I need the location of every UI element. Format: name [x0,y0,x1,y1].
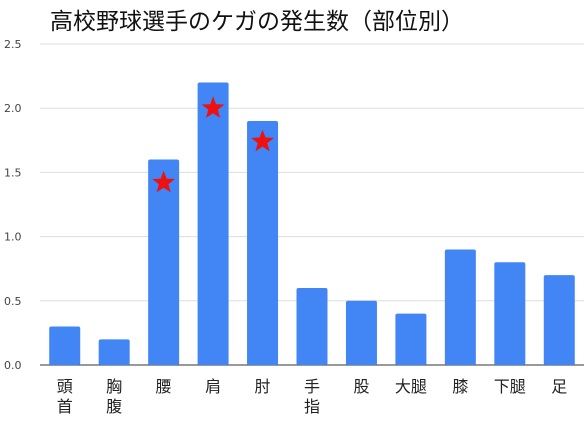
bar [395,313,427,365]
highlight-stars [152,96,274,193]
bars [49,82,575,366]
bar [98,339,130,365]
bar [197,82,229,366]
y-tick-label: 2.5 [4,38,22,51]
y-tick-label: 1.5 [4,166,22,179]
y-tick-label: 0.5 [4,295,22,308]
x-category-label: 胸 [106,377,122,396]
bar [148,159,180,365]
x-category-label: 手 [304,377,320,396]
y-axis-ticks: 0.0 0.5 1.0 1.5 2.0 2.5 [4,38,22,372]
bar [296,287,328,365]
x-category-label: 肩 [205,377,221,396]
x-category-label: 膝 [452,377,468,396]
bar [247,121,279,365]
chart-title: 高校野球選手のケガの発生数（部位別） [50,9,464,35]
x-category-label: 頭 [57,377,73,396]
bar [494,262,526,365]
star-marker [201,96,225,118]
bar [49,326,81,365]
star-marker [251,129,274,152]
x-category-label: 指 [304,397,320,416]
x-category-label: 大腿 [395,377,427,396]
x-axis-labels: 頭首 胸腹 腰 肩 肘 手指 股 大腿 膝 下腿 足 [57,377,568,416]
y-tick-label: 2.0 [4,102,22,115]
x-category-label: 首 [57,397,73,416]
bar [444,249,476,365]
x-category-label: 腹 [106,397,122,416]
y-tick-label: 1.0 [4,231,22,244]
x-category-label: 肘 [255,377,271,396]
bar [543,275,575,365]
x-category-label: 足 [551,377,567,396]
x-category-label: 下腿 [494,377,526,396]
bar [345,300,377,365]
x-category-label: 股 [353,377,369,396]
x-category-label: 腰 [156,377,172,396]
y-tick-label: 0.0 [4,359,22,372]
star-marker [152,170,175,193]
